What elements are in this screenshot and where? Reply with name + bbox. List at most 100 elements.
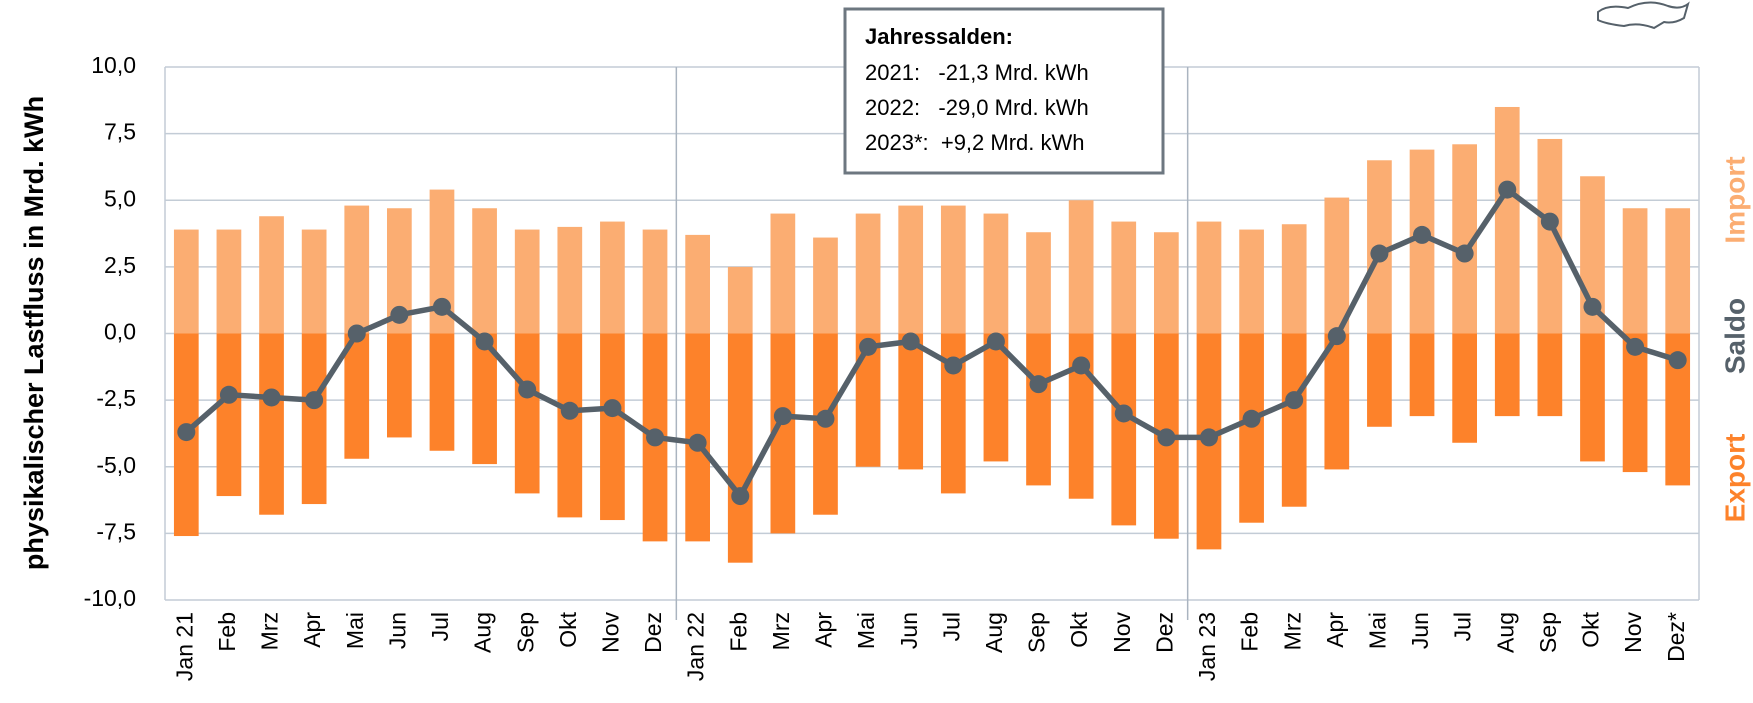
bar <box>344 333 370 459</box>
saldo-point <box>731 487 750 506</box>
x-tick-label: Okt <box>1066 611 1092 647</box>
saldo-point <box>901 332 920 351</box>
saldo-point <box>1242 409 1261 428</box>
saldo-point <box>1072 356 1091 375</box>
saldo-point <box>1540 212 1559 231</box>
saldo-point <box>305 391 324 410</box>
x-tick-label: Mrz <box>1279 612 1305 650</box>
bar <box>770 213 796 334</box>
bar <box>259 216 284 334</box>
saldo-point <box>1370 244 1389 263</box>
bar <box>1452 333 1477 443</box>
saldo-point <box>1157 428 1176 447</box>
y-tick-label: 10,0 <box>91 52 136 78</box>
x-tick-label: Jan 23 <box>1194 612 1220 681</box>
bar <box>1239 229 1264 334</box>
x-tick-label: Jan 22 <box>683 612 709 681</box>
y-axis-title: physikalischer Lastfluss in Mrd. kWh <box>19 96 49 570</box>
x-tick-label: Apr <box>1322 612 1348 648</box>
bar <box>301 333 327 505</box>
bar <box>1324 333 1350 470</box>
x-tick-label: Feb <box>725 612 751 652</box>
saldo-point <box>177 423 196 442</box>
bar <box>1196 221 1222 334</box>
bar <box>685 234 710 334</box>
bar <box>898 333 924 470</box>
x-tick-label: Mrz <box>768 612 794 650</box>
bar <box>259 333 284 515</box>
bar <box>1537 333 1563 417</box>
saldo-point <box>1455 244 1474 263</box>
bar <box>813 237 838 334</box>
saldo-point <box>1114 404 1133 423</box>
saldo-point <box>432 297 451 316</box>
saldo-point <box>816 409 835 428</box>
x-tick-label: Nov <box>597 612 623 653</box>
x-tick-label: Aug <box>981 612 1007 653</box>
bar <box>1367 333 1392 427</box>
annotation-line: 2022: -29,0 Mrd. kWh <box>865 95 1089 120</box>
saldo-point <box>1626 337 1645 356</box>
bar <box>472 208 497 334</box>
bar <box>940 205 966 334</box>
x-tick-label: Feb <box>1237 612 1263 652</box>
x-tick-label: Mai <box>853 612 879 649</box>
bar <box>514 229 540 334</box>
x-tick-label: Okt <box>1578 611 1604 647</box>
legend-entry: Export <box>1719 434 1750 523</box>
saldo-point <box>859 337 878 356</box>
saldo-point <box>560 401 579 420</box>
saldo-point <box>773 407 792 426</box>
bar <box>301 229 327 334</box>
y-tick-label: 5,0 <box>104 185 136 211</box>
x-tick-label: Sep <box>512 612 538 653</box>
bar <box>429 333 455 451</box>
x-tick-label: Jun <box>384 612 410 649</box>
y-tick-label: 0,0 <box>104 319 136 345</box>
y-tick-label: -2,5 <box>96 385 136 411</box>
saldo-point <box>219 385 238 404</box>
x-tick-label: Dez <box>1151 612 1177 653</box>
saldo-point <box>1029 375 1048 394</box>
saldo-point <box>944 356 963 375</box>
bar <box>1665 208 1691 334</box>
saldo-point <box>1668 351 1687 370</box>
x-tick-label: Dez* <box>1663 612 1689 662</box>
bar <box>898 205 924 334</box>
bar <box>1281 333 1307 507</box>
bar <box>1239 333 1264 523</box>
bar <box>173 229 199 334</box>
bar <box>1409 333 1435 417</box>
bar <box>1580 333 1605 462</box>
x-tick-label: Sep <box>1535 612 1561 653</box>
bar <box>557 333 583 518</box>
bar <box>1111 221 1137 334</box>
saldo-point <box>390 305 409 324</box>
saldo-point <box>1285 391 1304 410</box>
x-tick-label: Jan 21 <box>171 612 197 681</box>
annotation-box <box>843 7 1165 175</box>
x-tick-label: Apr <box>811 612 837 648</box>
x-tick-label: Jun <box>1407 612 1433 649</box>
bar <box>727 333 753 563</box>
bar <box>216 229 242 334</box>
annotation-title: Jahressalden: <box>865 24 1013 49</box>
x-tick-label: Jul <box>427 612 453 641</box>
x-tick-label: Mrz <box>257 612 283 650</box>
bar <box>642 229 668 334</box>
x-tick-label: Nov <box>1109 612 1135 653</box>
bar <box>1494 106 1520 334</box>
bar <box>1324 197 1350 334</box>
saldo-point <box>518 380 537 399</box>
bar <box>216 333 242 497</box>
bar <box>1622 333 1648 473</box>
saldo-point <box>475 332 494 351</box>
bar <box>1622 208 1648 334</box>
y-tick-label: -5,0 <box>96 452 136 478</box>
saldo-point <box>1327 327 1346 346</box>
bar <box>600 221 625 334</box>
x-tick-label: Apr <box>299 612 325 648</box>
y-tick-label: -10,0 <box>84 585 136 611</box>
bar <box>387 333 412 438</box>
